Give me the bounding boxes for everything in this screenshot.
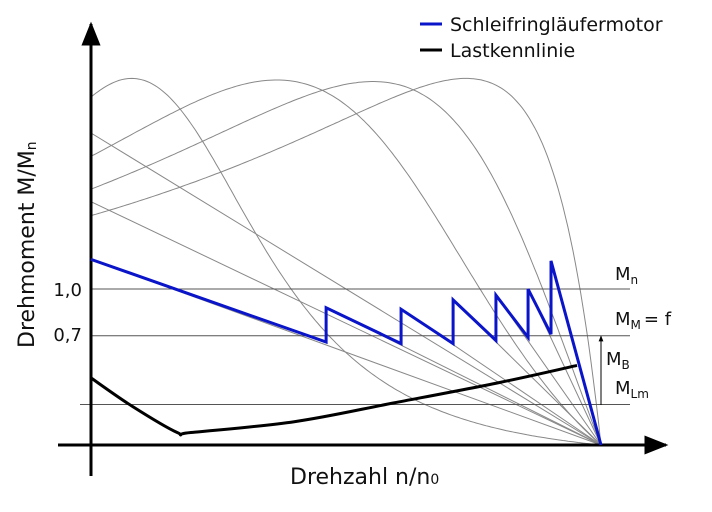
y-tick-0-7: 0,7 (53, 325, 82, 346)
x-axis-label: Drehzahl n/n0 (290, 465, 439, 490)
label-mn: Mn (615, 264, 638, 287)
label-mm: MM = f (615, 309, 672, 332)
series (90, 257, 603, 446)
y-tick-1-0: 1,0 (53, 280, 82, 301)
y-axis-label: Drehmoment M/Mn (15, 141, 40, 348)
gray-curve-4 (90, 77, 602, 446)
gray-ray-2 (90, 201, 602, 446)
gray-curve-2 (90, 79, 602, 446)
gray-curves (90, 77, 602, 446)
reference-lines (80, 288, 630, 405)
label-mlm: MLm (615, 378, 649, 401)
gray-curve-1 (90, 77, 602, 446)
legend: Schleifringläufermotor Lastkennlinie (420, 14, 663, 62)
label-mb: MB (606, 349, 630, 372)
series-load-line (90, 363, 578, 437)
gray-curve-3 (90, 81, 602, 446)
series-motor-line (90, 257, 603, 446)
legend-label-load: Lastkennlinie (450, 40, 575, 62)
legend-label-motor: Schleifringläufermotor (450, 14, 663, 36)
